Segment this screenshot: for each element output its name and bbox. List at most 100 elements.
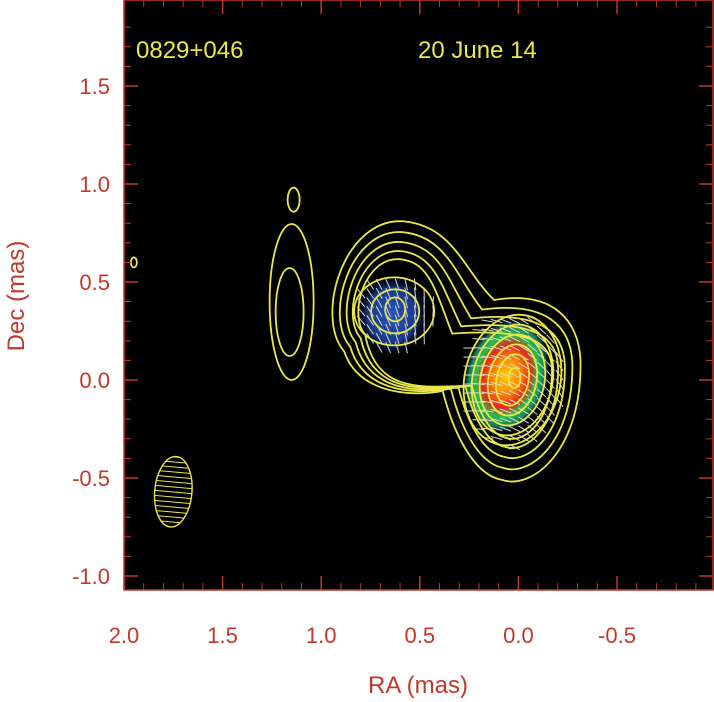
evpa-tick: [508, 317, 521, 325]
evpa-tick: [404, 296, 408, 309]
evpa-tick: [499, 399, 512, 405]
contour-core: [478, 333, 547, 427]
y-axis-title: Dec (mas): [3, 241, 30, 352]
plot-frame: [123, 0, 714, 591]
contour-core: [486, 343, 539, 417]
y-tick-label: 0.0: [79, 368, 110, 393]
evpa-tick: [490, 426, 503, 432]
evpa-tick: [546, 406, 555, 416]
evpa-tick: [481, 409, 494, 413]
evpa-tick: [527, 352, 538, 362]
y-tick-label: 1.5: [79, 74, 110, 99]
evpa-tick: [375, 341, 383, 353]
evpa-tick: [385, 332, 392, 345]
evpa-tick: [481, 328, 494, 332]
evpa-tick: [385, 278, 392, 291]
evpa-tick: [413, 332, 417, 345]
evpa-tick: [366, 306, 374, 317]
evpa-tick: [472, 383, 485, 385]
evpa-tick: [536, 397, 547, 407]
evpa-tick: [527, 361, 538, 371]
evpa-tick: [481, 319, 494, 323]
evpa-tick: [394, 332, 400, 345]
contours: [129, 186, 582, 483]
evpa-tick: [413, 305, 417, 318]
contour-outer-jet: [274, 267, 305, 357]
evpa-tick: [356, 297, 366, 308]
evpa-tick: [490, 399, 503, 405]
evpa-tick: [499, 354, 512, 360]
evpa-tick: [518, 335, 529, 343]
evpa-tick: [490, 327, 503, 333]
x-tick-label: 2.0: [109, 623, 140, 648]
evpa-tick: [527, 343, 538, 353]
evpa-tick: [527, 433, 538, 443]
evpa-tick: [366, 315, 374, 326]
evpa-tick: [366, 288, 374, 299]
contour-envelope: [345, 241, 566, 460]
evpa-tick: [413, 278, 417, 291]
evpa-tick: [472, 374, 485, 376]
evpa-tick: [413, 287, 417, 300]
evpa-tick: [499, 381, 512, 387]
evpa-tick: [508, 335, 521, 343]
evpa-tick: [375, 332, 383, 344]
evpa-tick: [527, 397, 538, 407]
evpa-tick: [536, 343, 547, 353]
evpa-tick: [499, 408, 512, 414]
epoch-label: 20 June 14: [418, 37, 537, 64]
evpa-tick: [518, 389, 529, 397]
evpa-tick: [518, 362, 529, 370]
evpa-tick: [404, 314, 408, 327]
evpa-tick: [366, 324, 374, 335]
y-tick-label: -1.0: [72, 564, 110, 589]
evpa-tick: [404, 287, 408, 300]
evpa-tick: [385, 341, 392, 354]
contour-envelope: [351, 250, 559, 449]
evpa-tick: [499, 336, 512, 342]
evpa-tick: [404, 323, 408, 336]
x-tick-label: 0.0: [503, 623, 534, 648]
contour-core: [462, 313, 563, 447]
evpa-tick: [508, 398, 521, 406]
evpa-tick: [536, 406, 547, 416]
evpa-tick: [527, 388, 538, 398]
evpa-tick: [508, 416, 521, 424]
evpa-tick: [527, 415, 538, 425]
evpa-tick: [518, 407, 529, 415]
evpa-tick: [508, 326, 521, 334]
evpa-tick: [499, 390, 512, 396]
evpa-tick: [375, 314, 383, 326]
evpa-tick: [472, 410, 485, 412]
evpa-tick: [518, 344, 529, 352]
evpa-tick: [546, 334, 555, 344]
contour-outer-jet-peak: [286, 186, 301, 213]
evpa-tick: [490, 435, 503, 441]
evpa-tick: [394, 278, 400, 291]
evpa-tick: [394, 296, 400, 309]
evpa-tick: [499, 318, 512, 324]
x-tick-label: 1.5: [207, 623, 238, 648]
evpa-tick: [385, 287, 392, 300]
evpa-tick: [508, 371, 521, 379]
contour-core-peak: [507, 367, 522, 389]
x-axis-title: RA (mas): [368, 672, 468, 699]
contour-knot-peak: [384, 296, 407, 323]
evpa-tick: [385, 296, 392, 309]
contour-envelope: [331, 220, 582, 483]
evpa-tick: [499, 426, 512, 432]
y-tick-label: 0.5: [79, 270, 110, 295]
polarization-knot: [358, 277, 427, 354]
evpa-tick: [546, 379, 555, 389]
evpa-tick: [481, 337, 494, 341]
evpa-tick: [518, 425, 529, 433]
source-name-label: 0829+046: [136, 37, 243, 64]
y-tick-label: 1.0: [79, 172, 110, 197]
evpa-tick: [404, 278, 408, 291]
contour-core: [495, 353, 530, 407]
beam-ellipse: [153, 455, 193, 528]
x-tick-label: -0.5: [598, 623, 636, 648]
evpa-tick: [385, 305, 392, 318]
evpa-tick: [375, 305, 383, 317]
